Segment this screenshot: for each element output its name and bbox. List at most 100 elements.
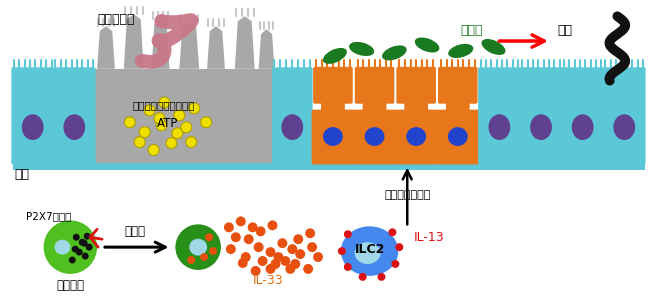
- Polygon shape: [259, 29, 274, 69]
- Ellipse shape: [189, 239, 207, 256]
- Polygon shape: [151, 19, 170, 69]
- Circle shape: [139, 127, 150, 138]
- Circle shape: [73, 234, 80, 241]
- Circle shape: [254, 242, 263, 252]
- FancyBboxPatch shape: [562, 67, 604, 164]
- Circle shape: [236, 216, 246, 226]
- Circle shape: [79, 239, 86, 246]
- FancyBboxPatch shape: [355, 67, 395, 104]
- Circle shape: [238, 258, 248, 268]
- Text: P2X7受容体: P2X7受容体: [26, 211, 72, 222]
- Circle shape: [174, 110, 185, 121]
- Circle shape: [69, 256, 76, 263]
- FancyBboxPatch shape: [395, 110, 437, 164]
- Ellipse shape: [530, 114, 552, 140]
- Circle shape: [81, 240, 88, 247]
- Ellipse shape: [55, 240, 70, 255]
- FancyBboxPatch shape: [272, 67, 313, 164]
- Ellipse shape: [482, 39, 506, 55]
- FancyBboxPatch shape: [437, 110, 479, 164]
- FancyBboxPatch shape: [53, 67, 96, 164]
- Circle shape: [155, 14, 168, 28]
- Circle shape: [293, 234, 303, 244]
- Circle shape: [72, 246, 79, 252]
- Text: ILC2: ILC2: [354, 243, 385, 256]
- Text: IL-33: IL-33: [254, 274, 284, 287]
- Text: ムチン: ムチン: [461, 24, 483, 37]
- Circle shape: [205, 233, 213, 241]
- Ellipse shape: [406, 127, 426, 146]
- Circle shape: [188, 103, 200, 114]
- FancyBboxPatch shape: [321, 91, 345, 121]
- Ellipse shape: [341, 226, 398, 276]
- Circle shape: [266, 247, 276, 257]
- FancyBboxPatch shape: [353, 110, 396, 164]
- Circle shape: [224, 222, 234, 232]
- Circle shape: [231, 232, 240, 242]
- Circle shape: [186, 137, 197, 147]
- Circle shape: [391, 260, 399, 268]
- Circle shape: [82, 252, 88, 259]
- Circle shape: [389, 228, 396, 236]
- Circle shape: [84, 233, 90, 240]
- Polygon shape: [179, 22, 199, 69]
- Polygon shape: [207, 26, 225, 69]
- Circle shape: [306, 228, 315, 238]
- Circle shape: [244, 234, 254, 244]
- Ellipse shape: [323, 127, 343, 146]
- Ellipse shape: [64, 114, 85, 140]
- Text: 活性化: 活性化: [124, 225, 145, 238]
- Circle shape: [176, 224, 221, 270]
- Ellipse shape: [382, 45, 407, 60]
- Ellipse shape: [22, 114, 44, 140]
- Text: 小腳: 小腳: [15, 168, 30, 181]
- Circle shape: [181, 122, 192, 133]
- Text: 寄生虫感染: 寄生虫感染: [97, 13, 135, 26]
- FancyBboxPatch shape: [313, 67, 353, 104]
- FancyBboxPatch shape: [520, 67, 562, 164]
- Circle shape: [359, 273, 367, 281]
- FancyBboxPatch shape: [363, 91, 387, 121]
- Circle shape: [287, 244, 297, 254]
- Circle shape: [295, 249, 306, 259]
- Circle shape: [154, 113, 165, 124]
- Circle shape: [303, 264, 313, 274]
- Circle shape: [307, 242, 317, 252]
- Ellipse shape: [365, 127, 384, 146]
- Polygon shape: [97, 26, 115, 69]
- Circle shape: [280, 256, 291, 266]
- Circle shape: [274, 252, 283, 262]
- Circle shape: [172, 128, 183, 139]
- FancyBboxPatch shape: [404, 91, 428, 121]
- Circle shape: [268, 220, 278, 230]
- Circle shape: [285, 264, 295, 274]
- Bar: [90, 69, 274, 163]
- Circle shape: [240, 252, 251, 262]
- FancyBboxPatch shape: [478, 67, 521, 164]
- Circle shape: [291, 259, 300, 269]
- Circle shape: [257, 256, 268, 266]
- Circle shape: [251, 266, 261, 276]
- Circle shape: [159, 97, 170, 108]
- Ellipse shape: [614, 114, 635, 140]
- Circle shape: [187, 256, 195, 264]
- Text: 杯細胞の過形成: 杯細胞の過形成: [384, 190, 430, 200]
- Circle shape: [344, 263, 352, 271]
- Ellipse shape: [448, 44, 473, 58]
- Circle shape: [200, 253, 208, 261]
- Circle shape: [344, 230, 352, 238]
- Ellipse shape: [489, 114, 510, 140]
- FancyBboxPatch shape: [11, 67, 54, 164]
- Ellipse shape: [281, 114, 303, 140]
- Ellipse shape: [349, 42, 374, 56]
- Bar: [13, 163, 645, 170]
- FancyBboxPatch shape: [396, 67, 436, 104]
- Text: 排虫: 排虫: [558, 24, 573, 37]
- Ellipse shape: [323, 48, 347, 64]
- Circle shape: [144, 105, 155, 116]
- FancyBboxPatch shape: [311, 110, 354, 164]
- Circle shape: [201, 117, 211, 128]
- Circle shape: [278, 238, 287, 248]
- Circle shape: [86, 244, 93, 251]
- Text: ATP: ATP: [157, 117, 178, 130]
